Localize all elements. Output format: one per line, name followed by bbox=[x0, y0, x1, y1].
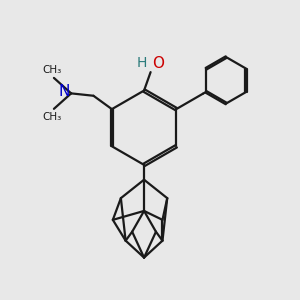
Text: N: N bbox=[58, 84, 70, 99]
Text: CH₃: CH₃ bbox=[43, 112, 62, 122]
Text: H: H bbox=[137, 56, 148, 70]
Text: O: O bbox=[152, 56, 164, 70]
Text: CH₃: CH₃ bbox=[43, 65, 62, 75]
